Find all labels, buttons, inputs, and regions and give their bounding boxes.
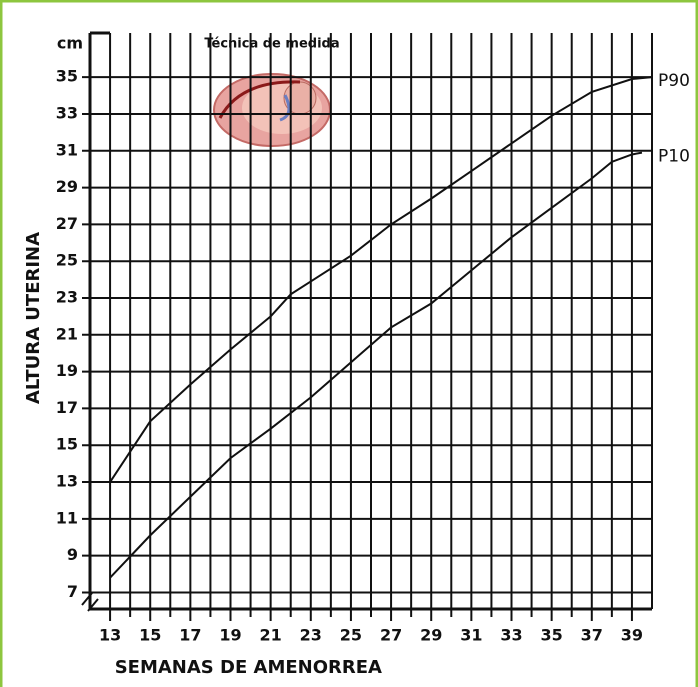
x-tick-label: 29	[420, 626, 442, 645]
x-tick-label: 23	[300, 626, 322, 645]
chart: cm Técnica de medida SEMANAS DE AMENORRE…	[0, 0, 698, 687]
y-tick-label: 33	[56, 103, 78, 122]
y-tick-label: 21	[56, 324, 78, 343]
x-tick-label: 19	[219, 626, 241, 645]
y-tick-label: 15	[56, 435, 78, 454]
chart-title: Técnica de medida	[204, 37, 339, 52]
x-tick-label: 27	[380, 626, 402, 645]
x-tick-label: 31	[460, 626, 482, 645]
y-tick-label: 9	[67, 545, 78, 564]
x-tick-label: 35	[541, 626, 563, 645]
y-axis-label: ALTURA UTERINA	[23, 232, 44, 404]
x-tick-label: 39	[621, 626, 643, 645]
x-tick-label: 15	[139, 626, 161, 645]
y-unit: cm	[57, 34, 83, 53]
y-tick-label: 19	[56, 361, 78, 380]
y-tick-label: 35	[56, 67, 78, 86]
y-tick-label: 17	[56, 398, 78, 417]
y-tick-label: 13	[56, 472, 78, 491]
x-tick-label: 37	[581, 626, 603, 645]
y-tick-label: 11	[56, 508, 78, 527]
y-tick-label: 31	[56, 140, 78, 159]
y-tick-label: 27	[56, 214, 78, 233]
y-tick-label: 29	[56, 177, 78, 196]
y-tick-label: 7	[67, 582, 78, 601]
series-label: P90	[658, 71, 690, 91]
y-tick-label: 25	[56, 251, 78, 270]
x-tick-label: 25	[340, 626, 362, 645]
x-tick-label: 17	[179, 626, 201, 645]
x-tick-label: 13	[99, 626, 121, 645]
y-tick-label: 23	[56, 287, 78, 306]
series-label: P10	[658, 147, 690, 167]
series-line	[110, 77, 652, 482]
x-axis-label: SEMANAS DE AMENORREA	[115, 657, 382, 678]
x-tick-label: 21	[260, 626, 282, 645]
x-tick-label: 33	[500, 626, 522, 645]
